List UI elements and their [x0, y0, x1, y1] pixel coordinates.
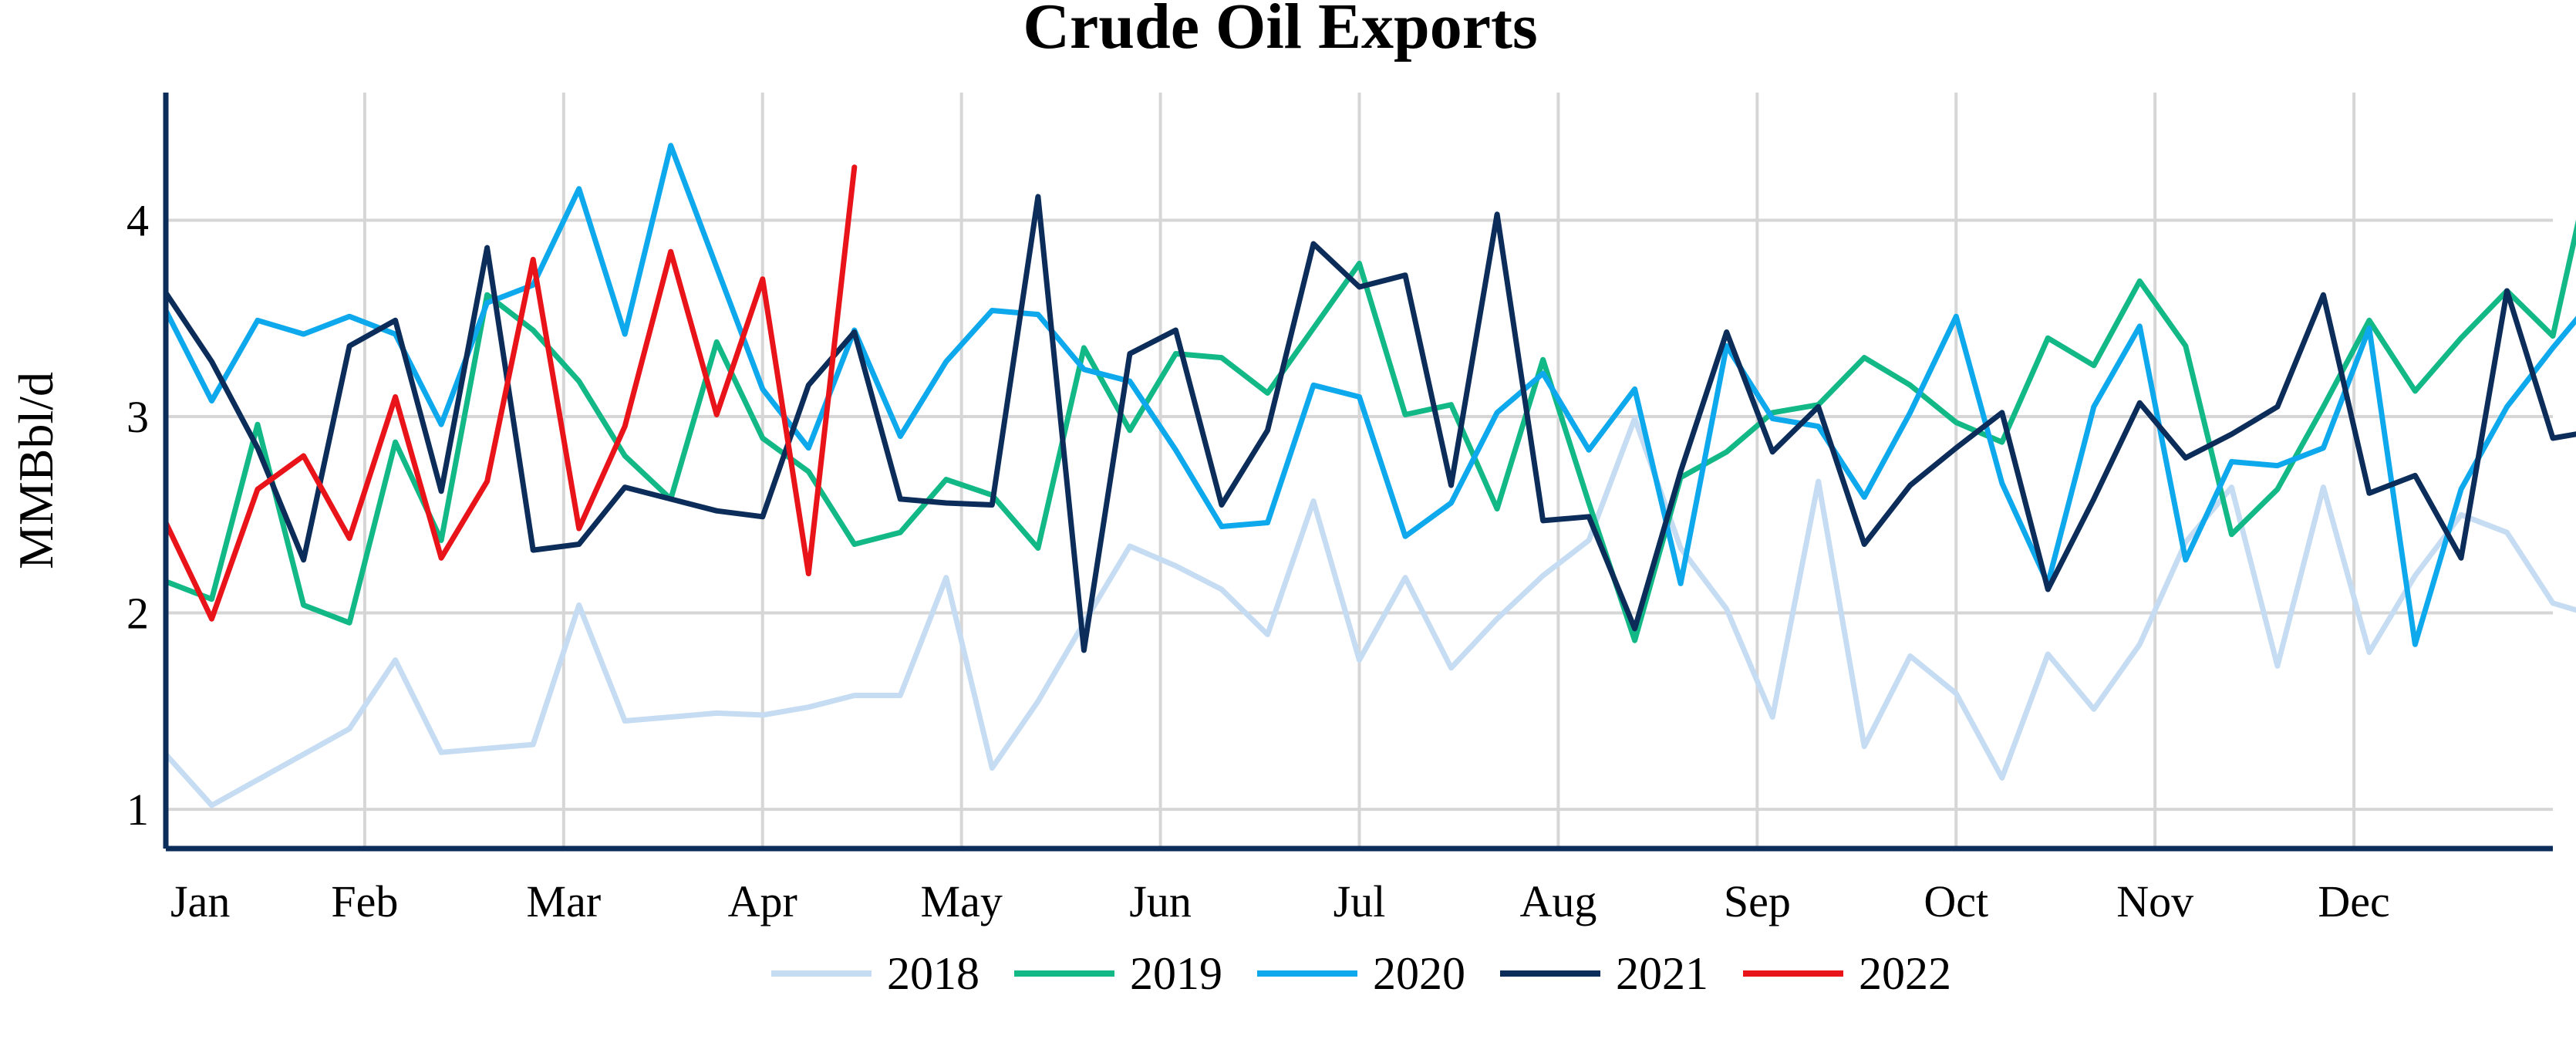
x-tick-label: Jun — [1129, 876, 1192, 926]
legend-item-2020[interactable]: 2020 — [1257, 948, 1465, 999]
series-line-2020 — [163, 143, 2576, 647]
y-tick-label: 2 — [126, 589, 149, 639]
legend-item-2021[interactable]: 2021 — [1500, 948, 1708, 999]
x-tick-label: Aug — [1519, 876, 1597, 926]
legend-item-2022[interactable]: 2022 — [1743, 948, 1951, 999]
x-tick-label: Apr — [728, 876, 797, 926]
chart-title: Crude Oil Exports — [1023, 0, 1537, 62]
series-line-2019 — [163, 219, 2576, 643]
x-tick-label: Dec — [2318, 876, 2389, 926]
axes — [163, 93, 2553, 852]
x-tick-label: May — [921, 876, 1003, 926]
series-lines — [163, 143, 2576, 808]
y-tick-labels: 1 2 3 4 — [126, 195, 149, 835]
x-tick-label: Nov — [2116, 876, 2193, 926]
legend-label: 2022 — [1859, 948, 1951, 999]
legend: 2018 2019 2020 2021 2022 — [771, 948, 1951, 999]
x-tick-label: Jul — [1334, 876, 1386, 926]
gridlines — [166, 93, 2553, 849]
legend-label: 2021 — [1616, 948, 1708, 999]
y-tick-label: 4 — [126, 195, 149, 245]
x-tick-label: Jan — [170, 876, 230, 926]
x-tick-label: Oct — [1924, 876, 1988, 926]
legend-label: 2020 — [1373, 948, 1465, 999]
x-tick-label: Feb — [331, 876, 398, 926]
x-tick-label: Sep — [1724, 876, 1791, 926]
legend-item-2019[interactable]: 2019 — [1014, 948, 1222, 999]
legend-label: 2018 — [887, 948, 979, 999]
x-tick-label: Mar — [527, 876, 602, 926]
series-line-2018 — [163, 416, 2576, 808]
legend-item-2018[interactable]: 2018 — [771, 948, 979, 999]
series-line-2021 — [163, 194, 2576, 653]
y-axis-title: MMBbl/d — [8, 372, 63, 569]
series-line-2022 — [163, 164, 858, 622]
y-tick-label: 3 — [126, 392, 149, 442]
legend-label: 2019 — [1130, 948, 1222, 999]
x-tick-labels: Jan Feb Mar Apr May Jun Jul Aug Sep Oct Nov Dec — [170, 876, 2390, 926]
y-tick-label: 1 — [126, 785, 149, 835]
